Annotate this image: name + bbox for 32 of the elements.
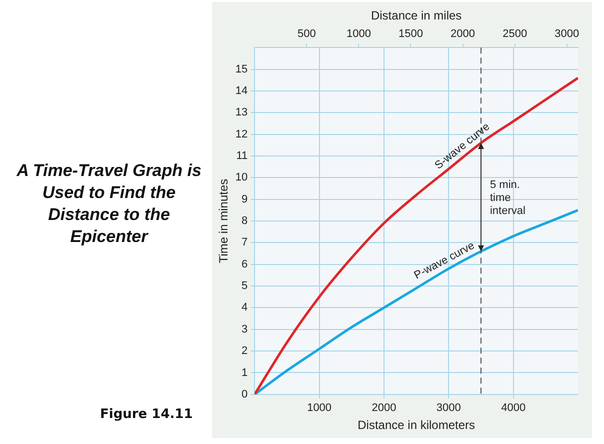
x2-tick-label: 2000 xyxy=(450,28,476,40)
caption: Figure 14.11 xyxy=(100,407,193,422)
x-tick-label: 4000 xyxy=(501,402,526,414)
y-tick-label: 8 xyxy=(242,215,248,228)
y-tick-label: 3 xyxy=(242,323,248,336)
y-axis-title: Time in minutes xyxy=(216,178,231,264)
y-tick-label: 0 xyxy=(242,388,248,400)
y-tick-label: 11 xyxy=(236,150,248,162)
x-tick-label: 2000 xyxy=(372,402,396,414)
y-tick-label: 1 xyxy=(242,366,248,379)
y-tick-label: 10 xyxy=(235,172,248,184)
y-tick-label: 5 xyxy=(242,280,248,292)
x2-tick-label: 500 xyxy=(297,28,316,40)
y-tick-label: 4 xyxy=(242,302,248,314)
x2-tick-label: 1500 xyxy=(398,28,423,40)
x2-tick-label: 2500 xyxy=(502,28,528,40)
annotation: 5 min. time interval xyxy=(490,179,526,218)
x-tick-label: 1000 xyxy=(307,402,332,414)
x-tick-label: 3000 xyxy=(436,402,461,414)
y-tick-label: 7 xyxy=(242,236,248,249)
x2-tick-label: 1000 xyxy=(346,28,371,40)
x-axis-title: Distance in kilometers xyxy=(358,418,476,432)
y-tick-label: 6 xyxy=(242,258,248,270)
y-tick-label: 13 xyxy=(235,106,248,119)
x2-tick-label: 3000 xyxy=(554,28,580,40)
text: A Time-Travel Graph is Used to Find the Distance to the Epicenter xyxy=(15,160,202,248)
y-tick-label: 12 xyxy=(235,128,248,140)
y-tick-label: 14 xyxy=(235,84,248,97)
x2-axis-title: Distance in miles xyxy=(370,8,462,23)
y-tick-label: 2 xyxy=(242,345,248,358)
y-tick-label: 15 xyxy=(235,63,248,76)
y-tick-label: 9 xyxy=(242,193,248,206)
